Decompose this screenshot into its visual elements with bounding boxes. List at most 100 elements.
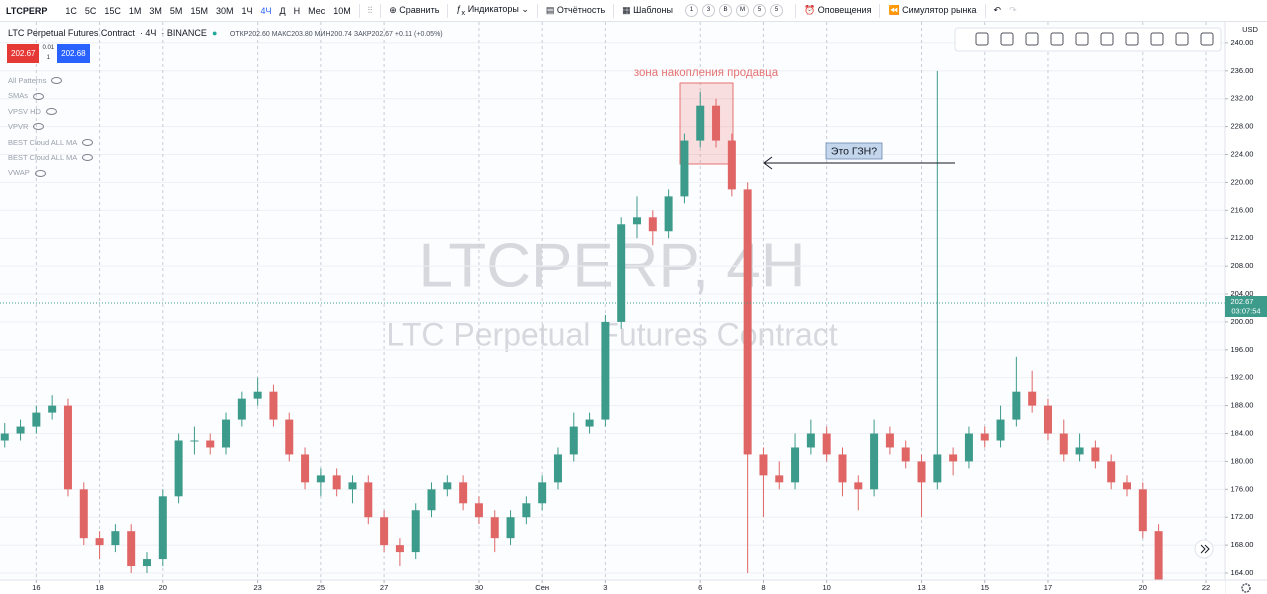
x-tick-label: 22 bbox=[1202, 583, 1210, 592]
interval-button[interactable]: 3М bbox=[149, 5, 162, 16]
reports-button[interactable]: ▤ Отчётность bbox=[545, 5, 606, 15]
template-slot[interactable]: 5 bbox=[769, 4, 783, 17]
tool-icon[interactable] bbox=[975, 32, 989, 46]
candle-body bbox=[696, 105, 705, 141]
x-tick-label: 20 bbox=[159, 583, 167, 592]
top-toolbar: LTCPERP 1С 5С 15С 1М 3М 5М 15М 30М 1Ч 4Ч Д Н Мес 10М … bbox=[0, 0, 1267, 22]
candle-body bbox=[633, 217, 641, 225]
candle-body bbox=[48, 405, 57, 413]
separator bbox=[613, 3, 615, 18]
tool-icon[interactable] bbox=[1175, 32, 1189, 46]
currency-label: USD bbox=[1242, 25, 1258, 34]
undo-button[interactable]: ↶ bbox=[993, 5, 1002, 15]
candle-body bbox=[680, 140, 689, 197]
candle-body bbox=[316, 475, 325, 483]
arrow-head bbox=[763, 156, 773, 170]
interval-button[interactable]: 5М bbox=[169, 5, 183, 16]
separator bbox=[794, 3, 796, 18]
candle-body bbox=[664, 196, 673, 232]
visibility-toggle[interactable] bbox=[45, 108, 57, 116]
y-tick-label: 224.00 bbox=[1231, 150, 1254, 159]
indicators-button[interactable]: ƒx Индикаторы ⌄ bbox=[456, 4, 529, 17]
x-tick-label: 23 bbox=[253, 583, 261, 592]
candle-body bbox=[158, 496, 167, 560]
interval-button[interactable]: 30М bbox=[215, 5, 234, 16]
indicator-name: BEST Cloud ALL MA bbox=[8, 137, 78, 147]
interval-button[interactable]: 15М bbox=[190, 5, 208, 16]
candle-body bbox=[585, 419, 594, 427]
buy-button[interactable]: 202.68 bbox=[57, 43, 90, 63]
time-axis bbox=[0, 580, 1225, 594]
interval-button[interactable]: 1М bbox=[128, 5, 142, 16]
settings-button[interactable] bbox=[1241, 583, 1251, 593]
candle-body bbox=[759, 454, 768, 476]
symbol-name: LTC Perpetual Futures Contract bbox=[8, 28, 135, 38]
tool-icon[interactable] bbox=[1150, 32, 1164, 46]
y-tick-label: 232.00 bbox=[1231, 94, 1254, 103]
tool-icon[interactable] bbox=[1125, 32, 1139, 46]
interval-button[interactable]: 1Ч bbox=[241, 5, 253, 16]
interval-button[interactable]: Н bbox=[293, 5, 301, 16]
visibility-toggle[interactable] bbox=[82, 138, 94, 146]
candle-body bbox=[111, 531, 120, 546]
interval-button[interactable]: 10М bbox=[333, 5, 351, 16]
y-tick-label: 236.00 bbox=[1231, 66, 1254, 75]
alerts-button[interactable]: ⏰ Оповещения bbox=[803, 5, 872, 15]
candle-body bbox=[617, 224, 626, 322]
alerts-label: Оповещения bbox=[817, 5, 872, 15]
visibility-toggle[interactable] bbox=[34, 169, 46, 177]
tool-icon[interactable] bbox=[1025, 32, 1039, 46]
candle-body bbox=[727, 140, 736, 190]
candle-body bbox=[32, 412, 41, 427]
visibility-toggle[interactable] bbox=[51, 77, 63, 85]
interval-button[interactable]: 15С bbox=[104, 5, 121, 16]
x-tick-label: 10 bbox=[823, 583, 831, 592]
templates-button[interactable]: ▦ Шаблоны bbox=[622, 5, 673, 15]
template-slot[interactable]: 3 bbox=[701, 4, 715, 17]
indicator-row: BEST Cloud ALL MA bbox=[8, 135, 94, 150]
sell-button[interactable]: 202.67 bbox=[7, 43, 40, 63]
simulator-button[interactable]: ⏪ Симулятор рынка bbox=[888, 5, 977, 15]
y-tick-label: 168.00 bbox=[1231, 540, 1254, 549]
redo-button[interactable]: ↷ bbox=[1009, 5, 1017, 15]
candle-body bbox=[522, 503, 531, 518]
compare-button[interactable]: ⊕ Сравнить bbox=[389, 5, 440, 15]
candle-body bbox=[79, 489, 88, 539]
candle-body bbox=[775, 475, 784, 483]
candle-body bbox=[791, 447, 800, 483]
tool-icon[interactable] bbox=[1000, 32, 1014, 46]
tool-icon[interactable] bbox=[1200, 32, 1214, 46]
symbol[interactable]: LTCPERP bbox=[6, 5, 48, 16]
indicator-name: SMAs bbox=[8, 91, 29, 101]
interval-button[interactable]: Д bbox=[279, 5, 286, 16]
visibility-toggle[interactable] bbox=[33, 92, 45, 100]
y-tick-label: 200.00 bbox=[1231, 317, 1254, 326]
candle-body bbox=[917, 461, 926, 483]
template-slot[interactable]: 1 bbox=[684, 4, 698, 17]
y-tick-label: 176.00 bbox=[1231, 484, 1254, 493]
template-slot[interactable]: В bbox=[718, 4, 732, 17]
candle-body bbox=[237, 398, 246, 420]
interval-button[interactable]: Мес bbox=[308, 5, 326, 16]
tool-icon[interactable] bbox=[1050, 32, 1064, 46]
simulator-label: Симулятор рынка bbox=[902, 5, 977, 15]
candle-body bbox=[1059, 433, 1068, 455]
interval: 4Ч bbox=[145, 28, 157, 38]
interval-button[interactable]: 5С bbox=[84, 5, 97, 16]
indicator-name: BEST Cloud ALL MA bbox=[8, 153, 78, 163]
candle-body bbox=[0, 433, 9, 441]
chart-style[interactable]: ⫶⫶ bbox=[367, 5, 373, 15]
interval-button[interactable]: 1С bbox=[65, 5, 77, 16]
template-slot[interactable]: 5 bbox=[752, 4, 766, 17]
tool-icon[interactable] bbox=[1075, 32, 1089, 46]
reports-label: Отчётность bbox=[556, 5, 606, 15]
template-slot[interactable]: М bbox=[735, 4, 749, 17]
scroll-to-end[interactable] bbox=[1194, 539, 1214, 559]
interval-button[interactable]: 4Ч bbox=[260, 5, 272, 16]
x-tick-label: Сен bbox=[535, 583, 549, 592]
candle-body bbox=[16, 426, 25, 434]
visibility-toggle[interactable] bbox=[33, 123, 45, 131]
tool-icon[interactable] bbox=[1100, 32, 1114, 46]
compare-label: Сравнить bbox=[399, 5, 440, 15]
visibility-toggle[interactable] bbox=[82, 154, 94, 162]
